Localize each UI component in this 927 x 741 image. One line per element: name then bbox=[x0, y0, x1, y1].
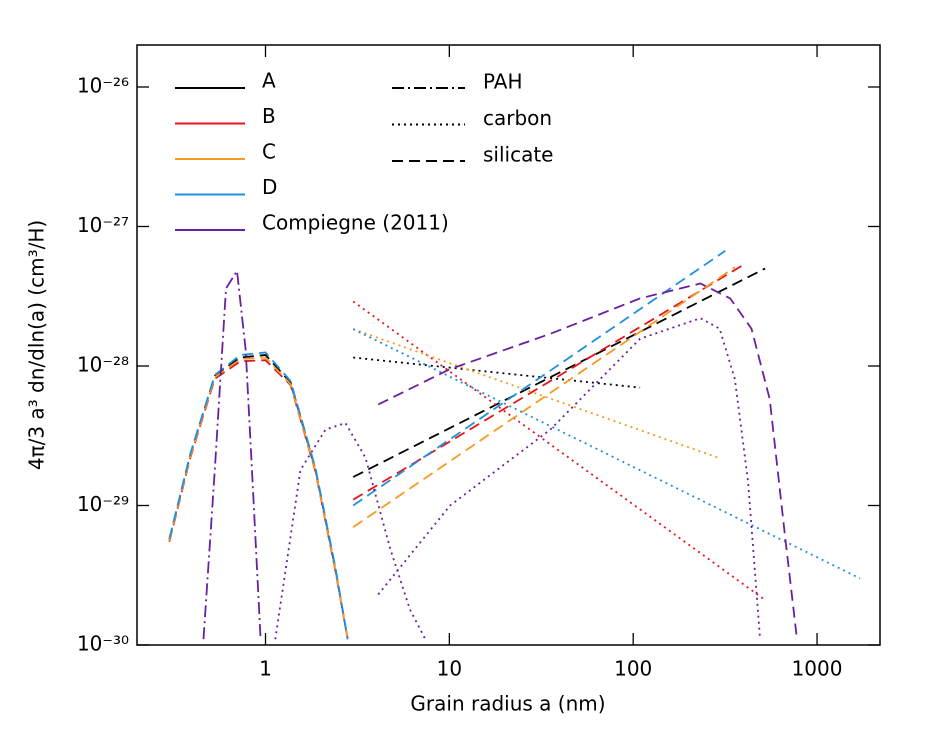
x-axis-title: Grain radius a (nm) bbox=[410, 692, 605, 716]
y-tick-label: 10⁻³⁰ bbox=[77, 632, 129, 656]
curve bbox=[168, 356, 349, 640]
curve bbox=[202, 268, 262, 640]
curve bbox=[352, 300, 766, 601]
y-tick-label: 10⁻²⁶ bbox=[77, 73, 129, 97]
legend-label: Compiegne (2011) bbox=[262, 211, 449, 235]
legend-label: A bbox=[262, 69, 276, 93]
plot-frame bbox=[136, 44, 881, 646]
y-axis-title: 4π/3 a³ dn/dln(a) (cm³/H) bbox=[25, 220, 49, 470]
curve bbox=[352, 250, 726, 507]
y-tick-label: 10⁻²⁸ bbox=[77, 352, 129, 376]
curve bbox=[352, 328, 861, 580]
curve bbox=[352, 328, 719, 459]
x-tick-label: 1000 bbox=[792, 657, 843, 681]
curve bbox=[352, 266, 736, 528]
y-tick-label: 10⁻²⁷ bbox=[77, 213, 129, 237]
curve bbox=[377, 282, 798, 640]
x-tick-label: 1 bbox=[259, 657, 272, 681]
y-tick-label: 10⁻²⁹ bbox=[77, 492, 129, 516]
legend-label: carbon bbox=[483, 106, 552, 130]
x-tick-label: 100 bbox=[614, 657, 652, 681]
legend-label: C bbox=[262, 140, 276, 164]
curve bbox=[168, 354, 349, 640]
curve bbox=[352, 263, 746, 501]
legend-label: silicate bbox=[483, 143, 554, 167]
curve bbox=[377, 317, 761, 640]
x-tick-label: 10 bbox=[437, 657, 462, 681]
curve bbox=[352, 267, 766, 478]
legend-label: D bbox=[262, 175, 277, 199]
legend-label: B bbox=[262, 104, 276, 128]
curve bbox=[168, 351, 349, 640]
curve bbox=[274, 421, 427, 640]
curve bbox=[353, 356, 641, 389]
legend-label: PAH bbox=[483, 70, 523, 94]
